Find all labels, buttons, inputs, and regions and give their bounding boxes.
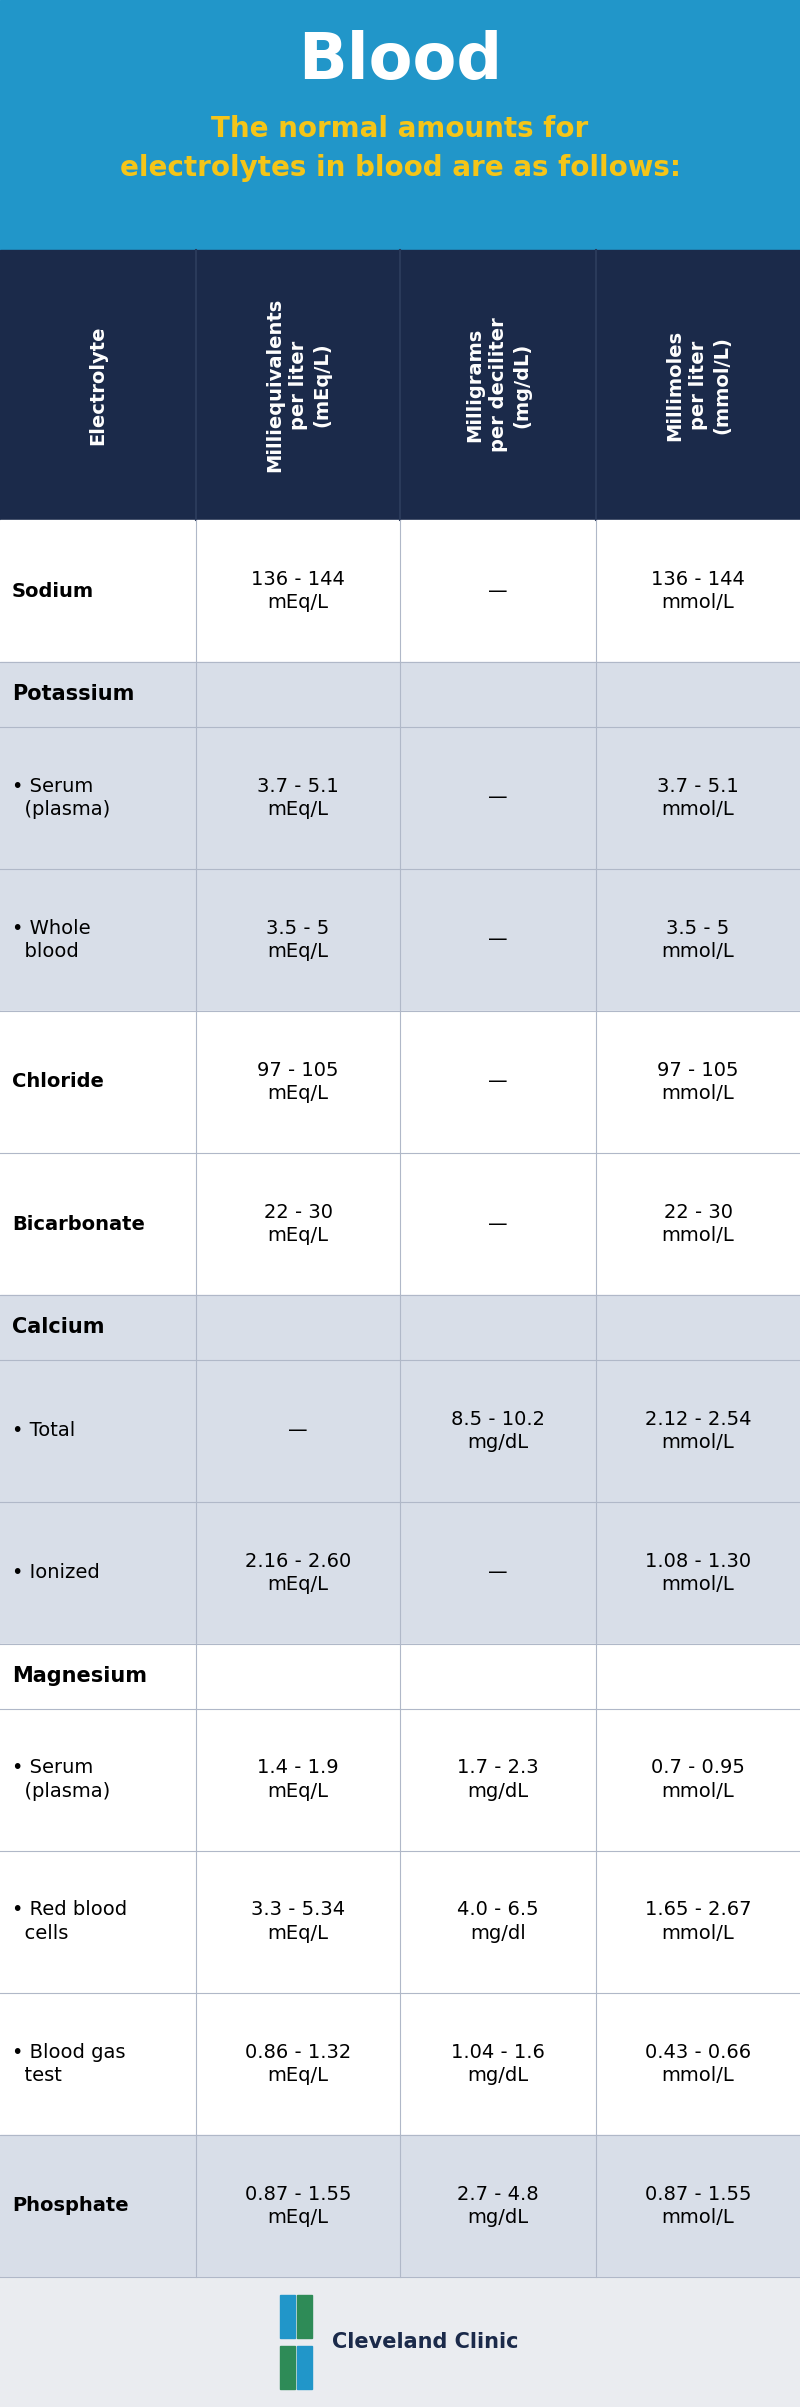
Text: 136 - 144
mEq/L: 136 - 144 mEq/L <box>251 570 345 611</box>
Text: 22 - 30
mEq/L: 22 - 30 mEq/L <box>263 1204 333 1244</box>
Text: • Whole
  blood: • Whole blood <box>12 919 90 960</box>
Text: Millimoles
per liter
(mmol/L): Millimoles per liter (mmol/L) <box>665 330 731 440</box>
Text: —: — <box>488 582 508 602</box>
Bar <box>0 1295 800 1360</box>
Bar <box>0 1644 800 1709</box>
Text: —: — <box>488 1074 508 1090</box>
Bar <box>0 1011 800 1153</box>
Text: Milliequivalents
per liter
(mEq/L): Milliequivalents per liter (mEq/L) <box>265 298 331 472</box>
Text: 22 - 30
mmol/L: 22 - 30 mmol/L <box>662 1204 734 1244</box>
Bar <box>0 250 800 520</box>
Text: 0.86 - 1.32
mEq/L: 0.86 - 1.32 mEq/L <box>245 2044 351 2084</box>
Text: Milligrams
per deciliter
(mg/dL): Milligrams per deciliter (mg/dL) <box>465 318 531 453</box>
Text: 3.7 - 5.1
mEq/L: 3.7 - 5.1 mEq/L <box>257 777 339 818</box>
Bar <box>0 1360 800 1502</box>
Text: Chloride: Chloride <box>12 1074 104 1090</box>
Bar <box>0 520 800 662</box>
Bar <box>280 2294 294 2337</box>
Text: 1.65 - 2.67
mmol/L: 1.65 - 2.67 mmol/L <box>645 1902 751 1942</box>
Bar <box>0 869 800 1011</box>
Text: 136 - 144
mmol/L: 136 - 144 mmol/L <box>651 570 745 611</box>
Bar <box>280 2344 294 2388</box>
Bar <box>0 1709 800 1851</box>
Bar <box>0 727 800 869</box>
Text: —: — <box>488 787 508 806</box>
Text: Magnesium: Magnesium <box>12 1666 147 1687</box>
Text: 1.04 - 1.6
mg/dL: 1.04 - 1.6 mg/dL <box>451 2044 545 2084</box>
Text: • Ionized: • Ionized <box>12 1565 100 1581</box>
Text: Sodium: Sodium <box>12 582 94 602</box>
Text: 1.4 - 1.9
mEq/L: 1.4 - 1.9 mEq/L <box>257 1760 339 1800</box>
Text: 0.43 - 0.66
mmol/L: 0.43 - 0.66 mmol/L <box>645 2044 751 2084</box>
Bar <box>0 1153 800 1295</box>
Bar <box>0 1851 800 1993</box>
Text: • Blood gas
  test: • Blood gas test <box>12 2044 126 2084</box>
Text: 8.5 - 10.2
mg/dL: 8.5 - 10.2 mg/dL <box>451 1411 545 1451</box>
Text: • Total: • Total <box>12 1420 75 1439</box>
Text: 3.5 - 5
mEq/L: 3.5 - 5 mEq/L <box>266 919 330 960</box>
Text: 0.87 - 1.55
mmol/L: 0.87 - 1.55 mmol/L <box>645 2186 751 2226</box>
Text: 2.7 - 4.8
mg/dL: 2.7 - 4.8 mg/dL <box>457 2186 539 2226</box>
Text: —: — <box>488 932 508 948</box>
Text: —: — <box>488 1565 508 1581</box>
Text: 4.0 - 6.5
mg/dl: 4.0 - 6.5 mg/dl <box>457 1902 539 1942</box>
Text: 97 - 105
mEq/L: 97 - 105 mEq/L <box>258 1061 338 1102</box>
Bar <box>0 2277 800 2407</box>
Text: • Serum
  (plasma): • Serum (plasma) <box>12 777 110 818</box>
Text: Cleveland Clinic: Cleveland Clinic <box>332 2332 518 2352</box>
Bar <box>0 1502 800 1644</box>
Text: The normal amounts for
electrolytes in blood are as follows:: The normal amounts for electrolytes in b… <box>119 116 681 183</box>
Text: 2.16 - 2.60
mEq/L: 2.16 - 2.60 mEq/L <box>245 1553 351 1593</box>
Text: Potassium: Potassium <box>12 684 134 705</box>
Text: 0.87 - 1.55
mEq/L: 0.87 - 1.55 mEq/L <box>245 2186 351 2226</box>
Bar <box>298 2294 312 2337</box>
Text: —: — <box>488 1216 508 1235</box>
Bar <box>0 0 800 250</box>
Text: 3.7 - 5.1
mmol/L: 3.7 - 5.1 mmol/L <box>657 777 739 818</box>
Text: 3.5 - 5
mmol/L: 3.5 - 5 mmol/L <box>662 919 734 960</box>
Bar <box>0 2135 800 2277</box>
Text: Electrolyte: Electrolyte <box>89 325 107 445</box>
Bar <box>298 2344 312 2388</box>
Text: 2.12 - 2.54
mmol/L: 2.12 - 2.54 mmol/L <box>645 1411 751 1451</box>
Text: Calcium: Calcium <box>12 1317 105 1338</box>
Text: 97 - 105
mmol/L: 97 - 105 mmol/L <box>658 1061 738 1102</box>
Text: 1.08 - 1.30
mmol/L: 1.08 - 1.30 mmol/L <box>645 1553 751 1593</box>
Bar <box>0 662 800 727</box>
Text: 0.7 - 0.95
mmol/L: 0.7 - 0.95 mmol/L <box>651 1760 745 1800</box>
Text: 1.7 - 2.3
mg/dL: 1.7 - 2.3 mg/dL <box>457 1760 539 1800</box>
Text: —: — <box>288 1420 308 1439</box>
Text: • Serum
  (plasma): • Serum (plasma) <box>12 1760 110 1800</box>
Text: • Red blood
  cells: • Red blood cells <box>12 1902 127 1942</box>
Text: 3.3 - 5.34
mEq/L: 3.3 - 5.34 mEq/L <box>251 1902 345 1942</box>
Text: Bicarbonate: Bicarbonate <box>12 1216 145 1235</box>
Text: Phosphate: Phosphate <box>12 2198 129 2214</box>
Bar <box>0 1993 800 2135</box>
Text: Blood: Blood <box>298 29 502 91</box>
